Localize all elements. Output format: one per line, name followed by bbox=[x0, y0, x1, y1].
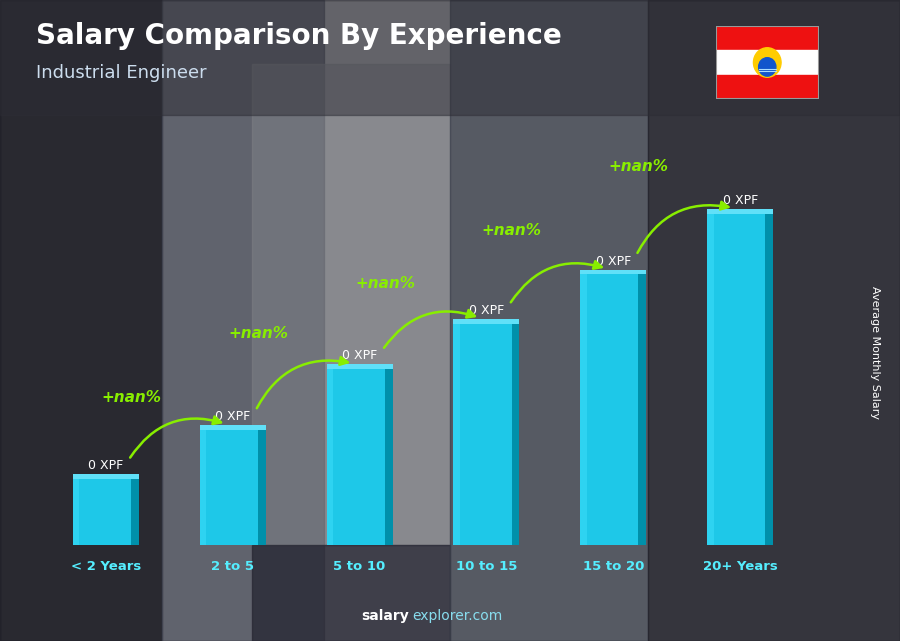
Bar bbox=[73, 474, 139, 479]
Bar bbox=[327, 369, 333, 545]
Text: Average Monthly Salary: Average Monthly Salary bbox=[869, 286, 880, 419]
Bar bbox=[0, 0, 162, 641]
Bar bbox=[716, 51, 819, 74]
Text: 5 to 10: 5 to 10 bbox=[333, 560, 386, 572]
Text: 0 XPF: 0 XPF bbox=[342, 349, 377, 362]
Bar bbox=[73, 479, 79, 545]
Text: +nan%: +nan% bbox=[355, 276, 415, 292]
Bar bbox=[638, 274, 646, 545]
Bar bbox=[327, 369, 392, 545]
Text: 0 XPF: 0 XPF bbox=[596, 254, 631, 267]
Bar bbox=[162, 0, 324, 641]
Bar bbox=[716, 74, 819, 99]
Bar bbox=[0, 0, 900, 115]
Bar bbox=[200, 429, 206, 545]
Bar bbox=[454, 324, 460, 545]
Bar bbox=[580, 274, 587, 545]
Bar bbox=[384, 369, 392, 545]
Bar bbox=[707, 213, 714, 545]
Bar bbox=[580, 274, 646, 545]
Text: Industrial Engineer: Industrial Engineer bbox=[36, 64, 207, 82]
Text: 15 to 20: 15 to 20 bbox=[582, 560, 644, 572]
Bar bbox=[707, 209, 773, 213]
Circle shape bbox=[759, 58, 776, 76]
Bar bbox=[454, 324, 519, 545]
Text: 0 XPF: 0 XPF bbox=[215, 410, 250, 423]
Bar bbox=[580, 270, 646, 274]
Bar bbox=[707, 213, 773, 545]
Text: 10 to 15: 10 to 15 bbox=[455, 560, 517, 572]
Bar bbox=[257, 429, 266, 545]
Bar bbox=[252, 545, 450, 641]
Bar bbox=[327, 365, 392, 369]
Bar bbox=[765, 213, 773, 545]
Text: salary: salary bbox=[362, 609, 410, 623]
Bar bbox=[200, 425, 266, 429]
Text: +nan%: +nan% bbox=[101, 390, 161, 405]
Text: < 2 Years: < 2 Years bbox=[71, 560, 141, 572]
Bar bbox=[648, 0, 900, 641]
Text: 0 XPF: 0 XPF bbox=[88, 459, 123, 472]
Bar bbox=[200, 429, 266, 545]
Bar bbox=[716, 26, 819, 51]
Bar bbox=[130, 479, 139, 545]
Text: Salary Comparison By Experience: Salary Comparison By Experience bbox=[36, 22, 562, 51]
Bar bbox=[511, 324, 519, 545]
Text: 20+ Years: 20+ Years bbox=[703, 560, 778, 572]
Text: 0 XPF: 0 XPF bbox=[723, 194, 758, 207]
Bar bbox=[450, 0, 648, 641]
Text: 0 XPF: 0 XPF bbox=[469, 304, 504, 317]
Text: +nan%: +nan% bbox=[228, 326, 288, 340]
Bar bbox=[73, 479, 139, 545]
Bar bbox=[252, 64, 450, 545]
Text: 2 to 5: 2 to 5 bbox=[212, 560, 254, 572]
Bar bbox=[454, 319, 519, 324]
Text: +nan%: +nan% bbox=[608, 159, 669, 174]
Circle shape bbox=[753, 47, 781, 77]
Text: +nan%: +nan% bbox=[482, 223, 542, 238]
Text: explorer.com: explorer.com bbox=[412, 609, 502, 623]
